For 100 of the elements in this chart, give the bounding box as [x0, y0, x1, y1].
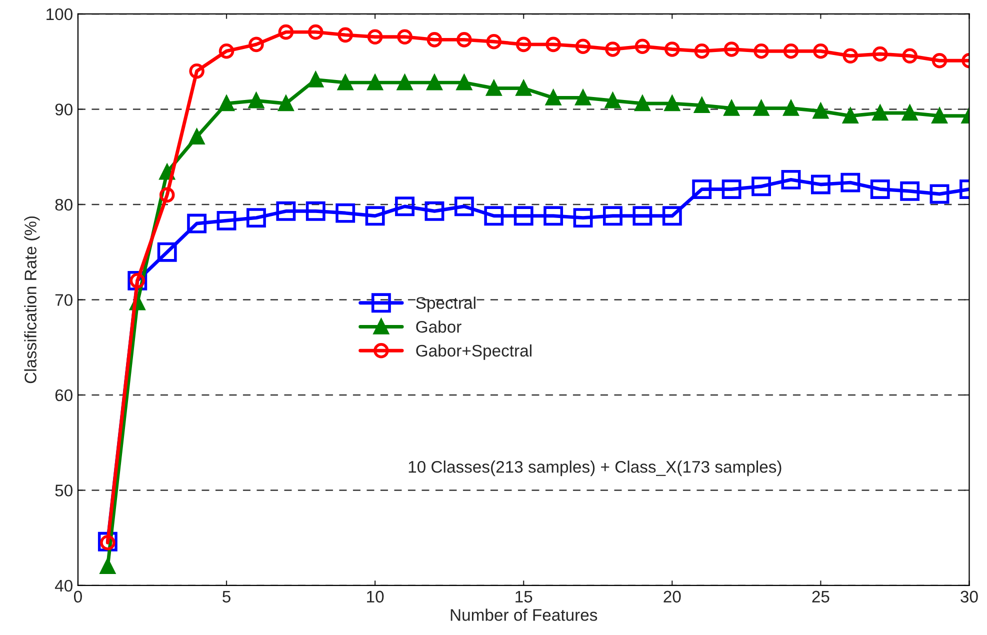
x-tick-label: 5: [222, 590, 230, 603]
point: [367, 74, 383, 90]
point: [397, 29, 412, 44]
point: [276, 201, 296, 221]
point: [486, 34, 502, 50]
point: [932, 108, 948, 124]
point: [218, 43, 234, 59]
point: [932, 53, 948, 68]
point: [426, 32, 442, 48]
point: [100, 558, 116, 574]
point: [308, 24, 324, 40]
point: [781, 170, 801, 190]
point: [722, 180, 742, 199]
point: [306, 201, 326, 221]
point: [754, 100, 769, 116]
point: [157, 242, 177, 262]
point: [514, 206, 534, 226]
point: [842, 48, 858, 64]
x-tick-label: 30: [960, 590, 978, 603]
point: [246, 208, 266, 228]
x-tick-label: 20: [664, 590, 681, 603]
x-tick-label: 10: [367, 590, 384, 603]
point: [634, 38, 650, 54]
point: [634, 96, 650, 112]
point: [632, 206, 652, 226]
point: [248, 93, 264, 108]
point: [484, 206, 504, 226]
point: [575, 38, 591, 54]
point: [754, 43, 769, 59]
point: [840, 172, 860, 192]
point: [424, 201, 444, 221]
point: [902, 48, 918, 64]
point: [454, 196, 474, 216]
point: [189, 129, 204, 144]
legend-label: Gabor: [416, 320, 462, 333]
point: [216, 210, 236, 230]
annotation: 10 Classes(213 samples) + Class_X(173 samples): [408, 460, 782, 476]
point: [426, 74, 442, 90]
point: [159, 187, 175, 203]
point: [724, 100, 740, 116]
x-tick-label: 15: [516, 590, 532, 603]
point: [662, 206, 682, 226]
point: [336, 203, 356, 223]
y-axis-title: Classification Rate (%): [24, 216, 40, 384]
point: [605, 42, 620, 57]
point: [694, 43, 710, 59]
point: [575, 90, 591, 106]
point: [603, 206, 622, 226]
point: [872, 46, 888, 62]
point: [544, 206, 564, 226]
point: [900, 181, 920, 201]
point: [783, 43, 799, 59]
x-axis-title: Number of Features: [450, 608, 598, 621]
point: [930, 184, 950, 204]
point: [278, 96, 294, 112]
point: [813, 103, 828, 119]
point: [605, 93, 620, 108]
point: [516, 36, 532, 52]
point: [870, 180, 890, 199]
point: [694, 98, 710, 114]
point: [248, 36, 264, 52]
point: [516, 80, 532, 96]
point: [724, 42, 740, 57]
point: [664, 96, 680, 112]
y-tick-label: 90: [55, 104, 72, 116]
y-tick-label: 40: [54, 580, 72, 592]
point: [365, 206, 385, 226]
point: [189, 63, 204, 79]
x-tick-label: 0: [74, 590, 82, 603]
point: [278, 24, 294, 40]
point: [902, 105, 918, 121]
point: [486, 80, 502, 96]
x-tick-label: 25: [812, 590, 830, 603]
point: [752, 176, 771, 196]
y-tick-label: 70: [55, 294, 72, 306]
y-tick-label: 60: [55, 389, 72, 402]
point: [367, 29, 383, 44]
point: [546, 36, 561, 52]
point: [872, 105, 888, 121]
point: [692, 180, 712, 199]
point: [546, 90, 561, 106]
point: [573, 208, 593, 228]
point: [338, 74, 353, 90]
point: [218, 96, 234, 112]
point: [338, 27, 353, 43]
y-tick-label: 100: [46, 8, 72, 20]
point: [456, 74, 472, 90]
y-tick-label: 80: [55, 198, 72, 211]
point: [456, 32, 472, 48]
point: [813, 43, 828, 59]
point: [187, 214, 207, 234]
point: [308, 72, 324, 88]
point: [395, 196, 414, 216]
point: [397, 74, 412, 90]
point: [783, 100, 799, 116]
legend-label: Spectral: [416, 296, 476, 312]
point: [842, 108, 858, 124]
y-tick-label: 50: [55, 484, 72, 496]
legend-label: Gabor+Spectral: [416, 344, 532, 360]
point: [810, 174, 830, 194]
